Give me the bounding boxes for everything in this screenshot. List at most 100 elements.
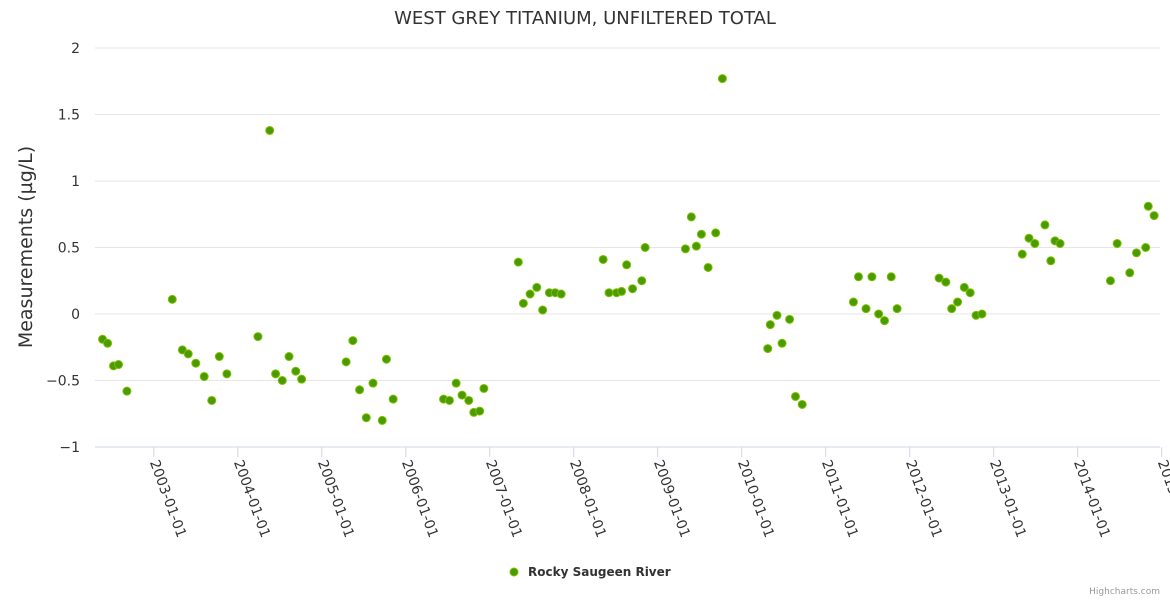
- x-tick-label: 2007-01-01: [482, 458, 525, 540]
- data-point[interactable]: [532, 282, 542, 292]
- data-point[interactable]: [451, 378, 461, 388]
- data-point[interactable]: [388, 394, 398, 404]
- data-point[interactable]: [114, 360, 124, 370]
- data-point[interactable]: [680, 244, 690, 254]
- data-point[interactable]: [1141, 243, 1151, 252]
- data-point[interactable]: [797, 399, 807, 409]
- data-point[interactable]: [686, 212, 696, 222]
- data-point[interactable]: [1125, 268, 1135, 278]
- data-point[interactable]: [277, 376, 287, 385]
- data-point[interactable]: [1112, 239, 1122, 249]
- data-point[interactable]: [199, 372, 209, 382]
- data-point[interactable]: [934, 273, 944, 283]
- data-point[interactable]: [265, 125, 275, 135]
- data-point[interactable]: [886, 272, 896, 282]
- data-point[interactable]: [947, 304, 957, 314]
- data-point[interactable]: [763, 344, 773, 354]
- data-point[interactable]: [518, 298, 528, 308]
- credits-link[interactable]: Highcharts.com: [1089, 587, 1160, 597]
- data-point[interactable]: [297, 374, 307, 384]
- legend[interactable]: Rocky Saugeen River: [509, 565, 671, 579]
- x-axis-ticks: 2003-01-01 2004-01-01 2005-01-01 2006-01-01…: [146, 447, 1170, 540]
- data-point[interactable]: [538, 305, 548, 315]
- data-point[interactable]: [628, 284, 638, 294]
- data-point[interactable]: [977, 309, 987, 319]
- data-point[interactable]: [457, 390, 467, 400]
- data-point[interactable]: [598, 254, 608, 264]
- data-point[interactable]: [368, 378, 378, 388]
- y-gridlines: [95, 47, 1160, 381]
- data-point[interactable]: [464, 395, 474, 405]
- data-point[interactable]: [475, 406, 485, 416]
- data-point[interactable]: [1040, 220, 1050, 230]
- data-point[interactable]: [790, 391, 800, 401]
- data-point[interactable]: [183, 349, 193, 359]
- data-point[interactable]: [556, 289, 566, 299]
- data-point[interactable]: [965, 288, 975, 298]
- data-point[interactable]: [214, 352, 224, 362]
- data-point[interactable]: [222, 369, 232, 379]
- data-point[interactable]: [1105, 276, 1115, 286]
- legend-marker[interactable]: [509, 567, 519, 577]
- chart-title: WEST GREY TITANIUM, UNFILTERED TOTAL: [394, 8, 776, 29]
- data-point[interactable]: [953, 297, 963, 307]
- data-point[interactable]: [381, 354, 391, 364]
- data-point[interactable]: [513, 257, 523, 267]
- data-point[interactable]: [622, 260, 632, 270]
- data-point[interactable]: [444, 395, 454, 405]
- data-point[interactable]: [1143, 201, 1153, 211]
- data-point[interactable]: [861, 304, 871, 314]
- data-point[interactable]: [291, 366, 301, 376]
- data-point[interactable]: [785, 314, 795, 324]
- data-point[interactable]: [959, 282, 969, 292]
- data-point[interactable]: [617, 286, 627, 296]
- data-point[interactable]: [284, 352, 294, 362]
- data-point[interactable]: [525, 289, 535, 299]
- data-point[interactable]: [867, 272, 877, 282]
- data-point[interactable]: [777, 338, 787, 348]
- data-point[interactable]: [703, 262, 713, 272]
- x-tick-label: 2012-01-01: [902, 458, 945, 540]
- data-point[interactable]: [348, 336, 358, 346]
- data-point[interactable]: [1131, 248, 1141, 258]
- data-point[interactable]: [1055, 239, 1065, 249]
- data-point[interactable]: [691, 241, 701, 251]
- data-point[interactable]: [1149, 211, 1159, 221]
- data-point[interactable]: [361, 413, 371, 423]
- data-point[interactable]: [103, 338, 113, 348]
- data-point[interactable]: [271, 369, 281, 379]
- data-point[interactable]: [167, 294, 177, 304]
- data-point[interactable]: [637, 276, 647, 286]
- data-point[interactable]: [696, 229, 706, 239]
- data-point[interactable]: [853, 272, 863, 282]
- data-point[interactable]: [1046, 256, 1056, 266]
- data-point[interactable]: [711, 228, 721, 238]
- data-point[interactable]: [341, 357, 351, 367]
- data-point[interactable]: [355, 385, 365, 395]
- data-point[interactable]: [941, 277, 951, 287]
- series-rocky-saugeen-river[interactable]: [98, 74, 1159, 425]
- data-point[interactable]: [479, 383, 489, 393]
- data-point[interactable]: [874, 309, 884, 319]
- data-point[interactable]: [765, 320, 775, 330]
- data-point[interactable]: [640, 243, 650, 252]
- data-point[interactable]: [1030, 239, 1040, 249]
- data-point[interactable]: [191, 358, 201, 368]
- data-point[interactable]: [772, 310, 782, 320]
- data-point[interactable]: [717, 74, 727, 84]
- data-point[interactable]: [207, 395, 217, 405]
- x-tick-label: 2015-01-01: [1154, 458, 1170, 540]
- data-point[interactable]: [122, 386, 132, 396]
- data-point[interactable]: [880, 316, 890, 326]
- x-tick-label: 2004-01-01: [230, 458, 273, 540]
- data-point[interactable]: [253, 332, 263, 342]
- legend-item-rocky-saugeen-river[interactable]: Rocky Saugeen River: [528, 565, 671, 579]
- data-point[interactable]: [1017, 249, 1027, 259]
- data-point[interactable]: [377, 415, 387, 425]
- x-tick-label: 2014-01-01: [1070, 458, 1113, 540]
- data-point[interactable]: [1024, 233, 1034, 243]
- data-point[interactable]: [892, 304, 902, 314]
- data-point[interactable]: [848, 297, 858, 307]
- data-point[interactable]: [604, 288, 614, 298]
